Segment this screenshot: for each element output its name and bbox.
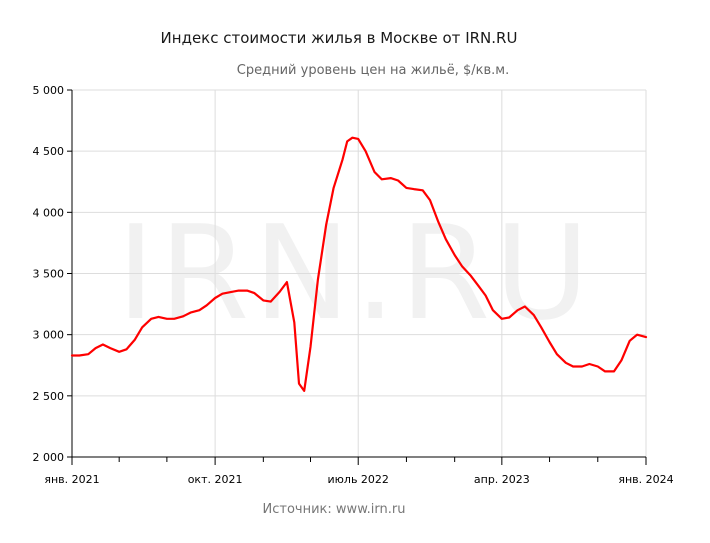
y-tick-label: 2 500 [33, 390, 65, 403]
y-tick-label: 5 000 [33, 84, 65, 97]
y-tick-label: 4 500 [33, 145, 65, 158]
grid [71, 89, 647, 458]
y-tick-label: 4 000 [33, 206, 65, 219]
y-tick-label: 3 000 [33, 329, 65, 342]
source-note: Источник: www.irn.ru [263, 502, 406, 517]
series-layer [70, 136, 648, 392]
series-line [70, 136, 648, 392]
x-tick-label: янв. 2024 [618, 473, 673, 486]
chart-subtitle: Средний уровень цен на жильё, $/кв.м. [237, 63, 509, 78]
axes: 2 000 2 500 3 000 3 500 4 000 4 500 5 000 янв. … [33, 84, 674, 486]
chart-title: Индекс стоимости жилья в Москве от IRN.R… [161, 29, 518, 47]
x-tick-label: июль 2022 [328, 473, 389, 486]
x-tick-label: янв. 2021 [44, 473, 99, 486]
x-tick-label: апр. 2023 [474, 473, 530, 486]
y-tick-label: 3 500 [33, 268, 65, 281]
y-tick-label: 2 000 [33, 451, 65, 464]
x-tick-label: окт. 2021 [188, 473, 243, 486]
